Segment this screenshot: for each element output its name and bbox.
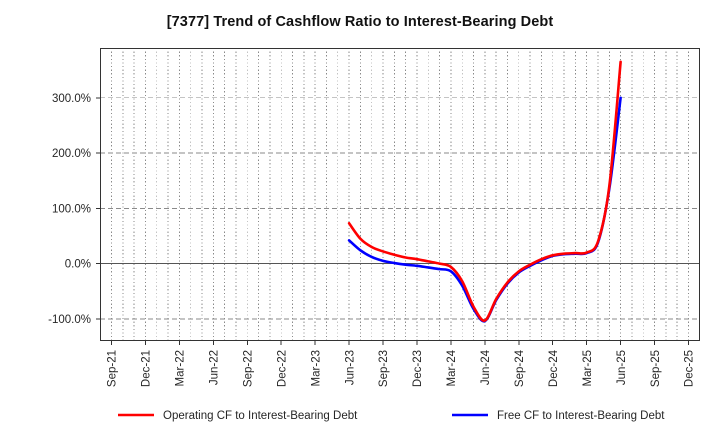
y-axis-tick-label: 0.0% <box>65 259 91 271</box>
plot-border <box>100 48 700 341</box>
plot-frame <box>100 48 700 341</box>
x-axis-tick-label: Jun-22 <box>209 350 221 385</box>
y-axis-tick-label: 300.0% <box>52 93 91 105</box>
major-y-gridlines <box>100 97 700 320</box>
x-axis-tick-label: Dec-23 <box>412 350 424 387</box>
axis-ticks <box>96 97 689 345</box>
y-axis-tick-label: 100.0% <box>52 203 91 215</box>
x-axis-tick-label: Dec-24 <box>548 349 560 387</box>
x-axis-tick-label: Dec-21 <box>141 350 153 387</box>
x-axis-tick-label: Mar-23 <box>310 350 322 386</box>
x-axis-tick-label: Sep-21 <box>107 350 119 387</box>
x-axis-labels: Sep-21 Dec-21 Mar-22 Jun-22 Sep-22 Dec-22 Mar-… <box>107 349 696 387</box>
x-axis-tick-label: Dec-22 <box>276 350 288 387</box>
x-axis-tick-label: Jun-24 <box>480 349 492 385</box>
x-axis-tick-label: Sep-23 <box>378 350 390 387</box>
y-axis-labels: -100.0% 0.0% 100.0% 200.0% 300.0% <box>48 93 91 326</box>
legend-label: Free CF to Interest-Bearing Debt <box>497 410 665 422</box>
chart-legend: Operating CF to Interest-Bearing Debt Fre… <box>118 410 665 422</box>
data-series-group <box>347 60 622 323</box>
x-axis-tick-label: Mar-25 <box>582 350 594 386</box>
x-axis-tick-label: Mar-24 <box>446 349 458 386</box>
y-axis-tick-label: 200.0% <box>52 148 91 160</box>
series-line-operating-cf <box>347 60 622 322</box>
page-title: [7377] Trend of Cashflow Ratio to Intere… <box>166 14 554 30</box>
x-axis-tick-label: Sep-22 <box>242 350 254 387</box>
x-axis-tick-label: Dec-25 <box>684 350 696 387</box>
x-axis-tick-label: Jun-23 <box>344 350 356 385</box>
minor-gridlines <box>111 48 689 341</box>
x-axis-tick-label: Mar-22 <box>175 350 187 386</box>
legend-label: Operating CF to Interest-Bearing Debt <box>163 410 358 422</box>
x-axis-tick-label: Jun-25 <box>616 350 628 385</box>
x-axis-tick-label: Sep-24 <box>514 349 526 387</box>
x-axis-tick-label: Sep-25 <box>650 350 662 387</box>
y-axis-tick-label: -100.0% <box>48 314 91 326</box>
